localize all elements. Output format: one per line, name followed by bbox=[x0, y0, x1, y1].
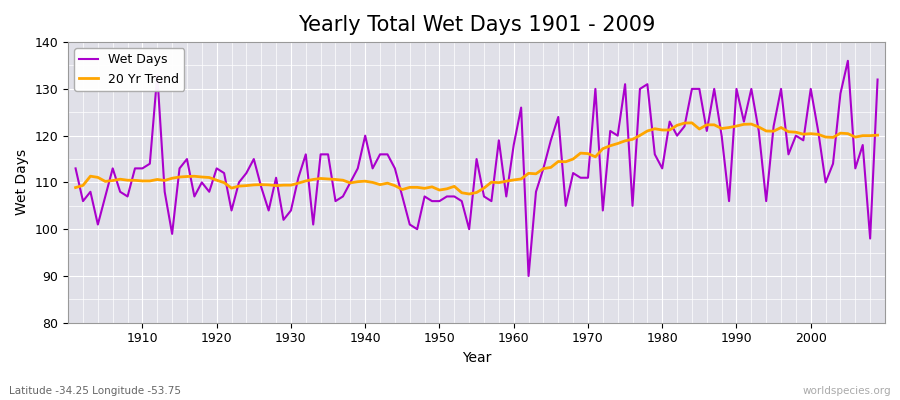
Line: Wet Days: Wet Days bbox=[76, 61, 878, 276]
Wet Days bbox=[130, 166, 140, 171]
20 Yr Trend bbox=[130, 178, 140, 183]
Text: Latitude -34.25 Longitude -53.75: Latitude -34.25 Longitude -53.75 bbox=[9, 386, 181, 396]
Wet Days bbox=[70, 166, 81, 171]
Wet Days bbox=[338, 194, 348, 199]
Wet Days bbox=[501, 194, 512, 199]
20 Yr Trend bbox=[464, 192, 474, 196]
Line: 20 Yr Trend: 20 Yr Trend bbox=[76, 123, 878, 194]
Wet Days bbox=[872, 77, 883, 82]
20 Yr Trend bbox=[293, 181, 304, 186]
Wet Days bbox=[523, 274, 534, 278]
Wet Days bbox=[605, 128, 616, 133]
Wet Days bbox=[293, 175, 304, 180]
20 Yr Trend bbox=[516, 176, 526, 181]
20 Yr Trend bbox=[605, 143, 616, 148]
20 Yr Trend bbox=[70, 185, 81, 190]
20 Yr Trend bbox=[687, 120, 698, 125]
20 Yr Trend bbox=[338, 178, 348, 183]
Text: worldspecies.org: worldspecies.org bbox=[803, 386, 891, 396]
Wet Days bbox=[842, 58, 853, 63]
X-axis label: Year: Year bbox=[462, 351, 491, 365]
20 Yr Trend bbox=[508, 178, 519, 182]
Wet Days bbox=[508, 143, 519, 148]
20 Yr Trend bbox=[872, 133, 883, 138]
Y-axis label: Wet Days: Wet Days bbox=[15, 149, 29, 216]
Legend: Wet Days, 20 Yr Trend: Wet Days, 20 Yr Trend bbox=[75, 48, 184, 91]
Title: Yearly Total Wet Days 1901 - 2009: Yearly Total Wet Days 1901 - 2009 bbox=[298, 15, 655, 35]
